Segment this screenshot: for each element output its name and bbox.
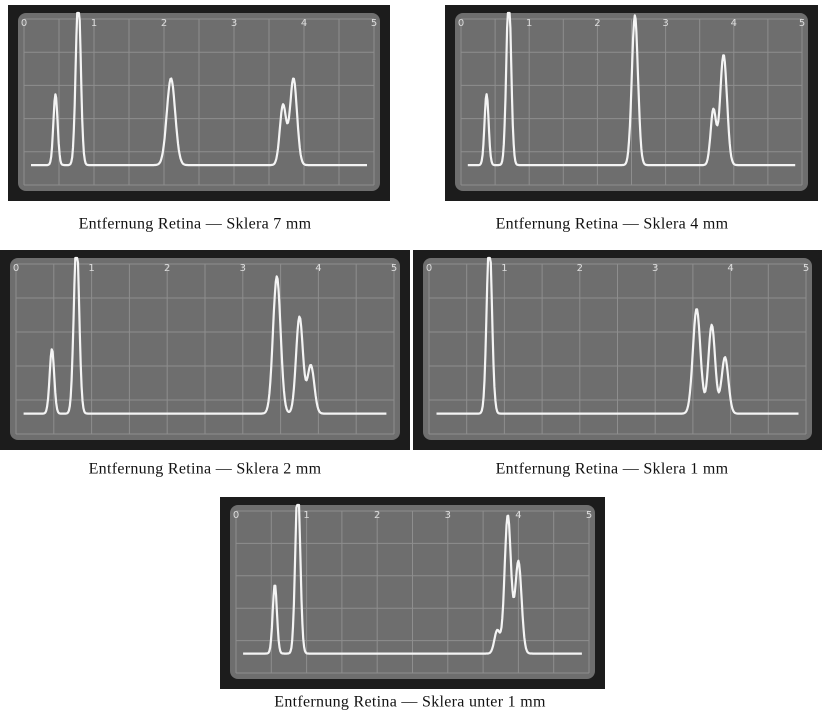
scale-label: 0 — [21, 18, 27, 29]
scale-label: 1 — [88, 263, 94, 274]
scale-label: 5 — [799, 18, 805, 29]
trace — [467, 11, 796, 167]
scale-label: 1 — [501, 263, 507, 274]
scale-label: 3 — [240, 263, 246, 274]
trace — [23, 256, 387, 415]
caption: Entfernung Retina — Sklera 4 mm — [496, 216, 729, 233]
oscillogram: 0 1 2 3 4 5 Entfernung Retina — Sklera 2 mm — [0, 250, 410, 478]
scale-label: 5 — [803, 263, 809, 274]
scale-label: 4 — [727, 263, 733, 274]
trace — [242, 503, 583, 655]
scale-label: 1 — [303, 510, 309, 521]
scale-label: 2 — [577, 263, 583, 274]
scale-label: 5 — [586, 510, 592, 521]
scale-label: 1 — [526, 18, 532, 29]
scale-label: 2 — [594, 18, 600, 29]
scale-label: 3 — [445, 510, 451, 521]
scale-label: 3 — [662, 18, 668, 29]
oscillogram: 0 1 2 3 4 5 Entfernung Retina — Sklera unter 1… — [220, 497, 605, 711]
oscillogram: 0 1 2 3 4 5 Entfernung Retina — Sklera 1 mm — [413, 250, 822, 478]
scale-label: 2 — [161, 18, 167, 29]
scale-label: 5 — [391, 263, 397, 274]
caption: Entfernung Retina — Sklera 2 mm — [89, 461, 322, 478]
scale-label: 4 — [301, 18, 307, 29]
scale-label: 0 — [233, 510, 239, 521]
scale-label: 4 — [731, 18, 737, 29]
trace — [436, 256, 799, 415]
scale-label: 1 — [91, 18, 97, 29]
caption: Entfernung Retina — Sklera 7 mm — [79, 216, 312, 233]
oscillogram: 0 1 2 3 4 5 Entfernung Retina — Sklera 4 mm — [445, 5, 818, 233]
scale-label: 0 — [426, 263, 432, 274]
trace — [30, 11, 368, 167]
scale-label: 2 — [164, 263, 170, 274]
scale-label: 0 — [13, 263, 19, 274]
scale-label: 3 — [652, 263, 658, 274]
scale-label: 5 — [371, 18, 377, 29]
scale-label: 4 — [515, 510, 521, 521]
caption: Entfernung Retina — Sklera 1 mm — [496, 461, 729, 478]
scale-label: 4 — [315, 263, 321, 274]
oscillogram: 0 1 2 3 4 5 Entfernung Retina — Sklera 7 mm — [8, 5, 390, 233]
scale-label: 0 — [458, 18, 464, 29]
scale-label: 2 — [374, 510, 380, 521]
scale-label: 3 — [231, 18, 237, 29]
caption: Entfernung Retina — Sklera unter 1 mm — [274, 694, 546, 711]
